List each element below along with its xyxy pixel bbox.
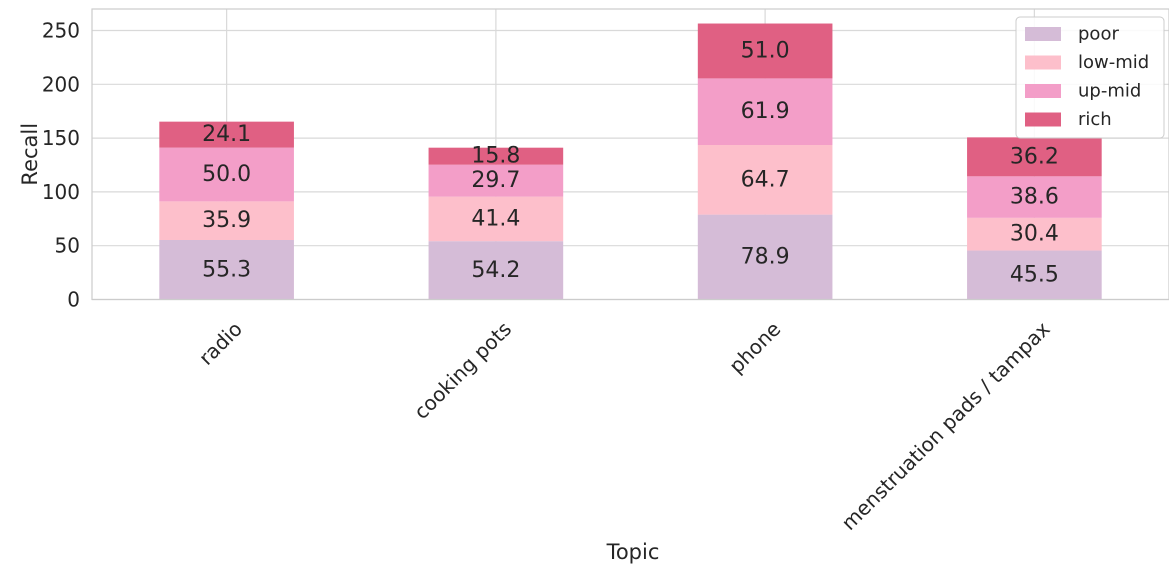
bar-value-label: 15.8 (471, 144, 520, 169)
y-tick-label: 250 (42, 19, 80, 43)
bar-segment-low-mid (159, 201, 294, 241)
bar-value-label: 64.7 (741, 167, 790, 192)
legend-swatch-low-mid (1025, 55, 1061, 70)
y-tick-label: 200 (42, 72, 80, 96)
bar-segment-up-mid (967, 176, 1102, 218)
bar-value-label: 78.9 (741, 245, 790, 270)
bar-segment-rich (428, 147, 564, 165)
bar-labels: 55.3 35.9 50.0 24.1 54.2 41.4 29.715.8 78.9 64.7… (202, 38, 1059, 287)
legend-box (1015, 16, 1165, 139)
bar-segment-low-mid (967, 217, 1102, 251)
y-axis-ticks: 0 50 100 150 200 250 (42, 19, 80, 312)
legend: poor low-mid up-mid rich (1015, 16, 1165, 139)
bar-value-label: 36.2 (1010, 144, 1059, 169)
bar-segment-up-mid (697, 78, 833, 145)
bar-segment-low-mid (697, 144, 833, 215)
bar-segment-up-mid (428, 164, 564, 197)
legend-label-rich: rich (1078, 109, 1112, 130)
legend-swatch-poor (1025, 27, 1061, 41)
bar-value-label: 54.2 (471, 258, 520, 283)
legend-swatch-up-mid (1025, 84, 1061, 98)
bar-value-label: 29.7 (471, 168, 520, 193)
legend-label-low-mid: low-mid (1078, 52, 1149, 73)
bar-segment-poor (967, 250, 1102, 300)
x-axis-title: Topic (606, 540, 660, 564)
bar-value-label: 45.5 (1010, 263, 1059, 288)
bar-value-label: 38.6 (1010, 185, 1059, 210)
bar-value-label: 41.4 (471, 206, 520, 231)
bar-value-label: 61.9 (741, 99, 790, 124)
bar-segment-low-mid (428, 196, 564, 242)
bar-segment-rich (159, 121, 294, 148)
y-tick-label: 50 (55, 234, 80, 258)
bar-value-label: 30.4 (1010, 222, 1059, 247)
bar-value-label: 55.3 (202, 257, 251, 282)
bar-value-label: 51.0 (741, 38, 790, 63)
y-tick-label: 150 (42, 126, 80, 150)
legend-label-poor: poor (1078, 24, 1119, 45)
bar-segment-rich (967, 137, 1102, 177)
bars (159, 23, 1102, 300)
y-axis-title: Recall (18, 123, 42, 186)
bar-value-label: 50.0 (202, 162, 251, 187)
bar-segment-poor (159, 240, 294, 300)
legend-swatch-rich (1025, 112, 1061, 127)
y-tick-label: 0 (67, 288, 80, 312)
bar-segment-rich (697, 23, 833, 79)
plot-frame (91, 8, 1169, 301)
bar-segment-up-mid (159, 147, 294, 202)
bar-value-label: 35.9 (202, 208, 251, 233)
bar-segment-poor (697, 214, 833, 300)
legend-label-up-mid: up-mid (1078, 81, 1141, 102)
bar-segment-poor (428, 241, 564, 300)
bar-value-label: 24.1 (202, 122, 251, 147)
y-tick-label: 100 (42, 180, 80, 204)
